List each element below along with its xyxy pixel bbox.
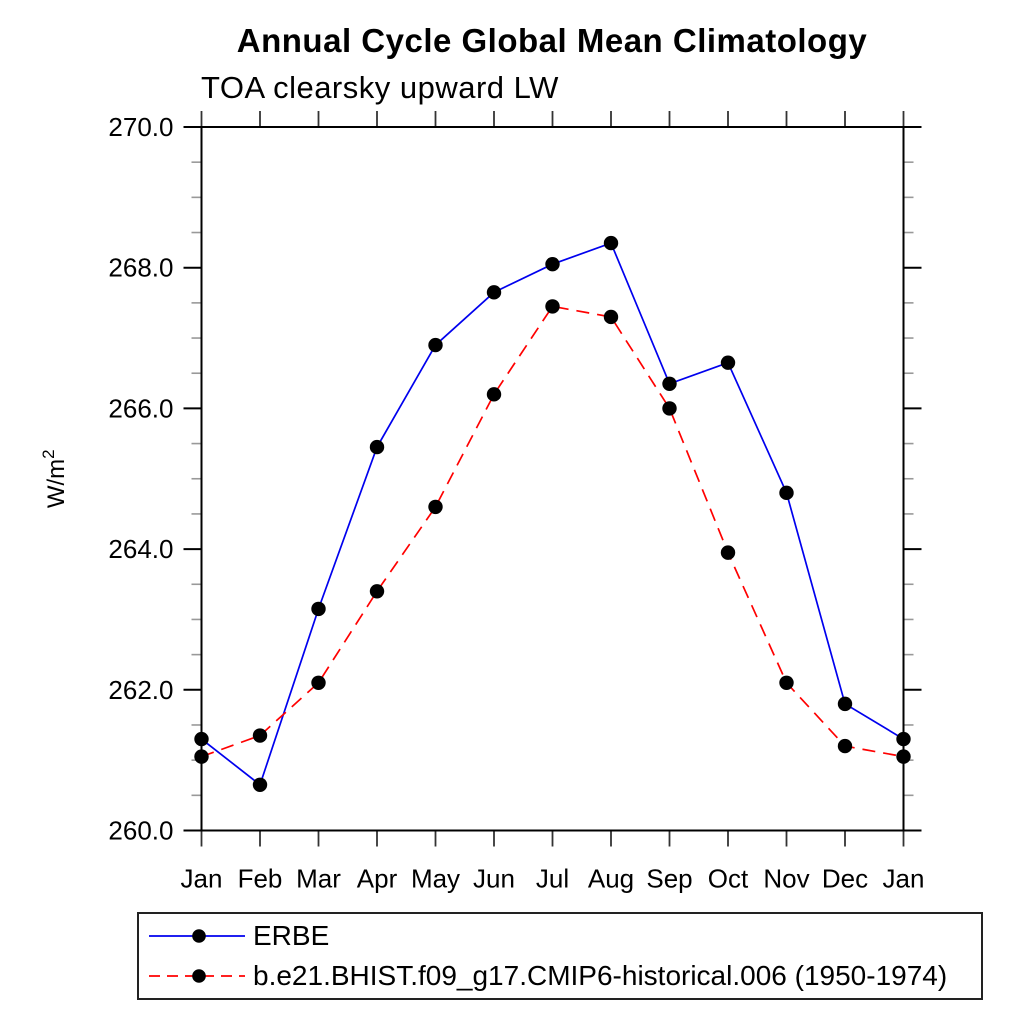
x-axis-tick-label: Dec [822,864,868,894]
data-point-marker [720,545,736,560]
chart-legend: ERBE b.e21.BHIST.f09_g17.CMIP6-historica… [137,912,983,1000]
x-axis-ticks: Jan Feb Mar Apr May Jun Jul Aug Sep Oct Nov Dec Jan [181,111,925,894]
legend-row-erbe: ERBE [147,919,981,953]
y-axis-major-ticks: 260.0 262.0 264.0 266.0 268.0 270.0 [108,112,922,846]
y-axis-tick-label: 268.0 [108,253,173,283]
x-axis-tick-label: Mar [296,864,341,894]
data-point-marker [252,728,268,743]
data-point-marker [720,355,736,370]
data-point-marker [311,601,326,617]
legend-sample-model [149,968,245,983]
legend-label-model: b.e21.BHIST.f09_g17.CMIP6-historical.006… [253,959,948,991]
x-axis-tick-label: Nov [763,864,809,894]
y-axis-tick-label: 262.0 [108,675,173,705]
data-point-marker [896,731,911,747]
data-point-marker [428,337,443,353]
data-point-marker [194,749,209,764]
data-point-marker [486,387,502,402]
series-line-model [201,305,904,758]
x-axis-tick-label: Aug [588,864,634,894]
y-axis-tick-label: 264.0 [108,534,173,564]
x-axis-tick-label: Oct [708,864,749,894]
series-line-erbe [200,242,904,787]
x-axis-tick-label: Feb [238,864,283,894]
chart-subtitle: TOA clearsky upward LW [201,70,559,105]
data-point-marker [369,439,385,455]
data-point-marker [779,675,794,690]
y-axis-tick-label: 270.0 [108,112,173,142]
y-axis-tick-label: 260.0 [108,816,173,846]
data-point-marker [369,584,385,599]
legend-label-erbe: ERBE [253,920,330,952]
y-axis-tick-label: 266.0 [108,393,173,423]
x-axis-tick-label: Jan [883,864,925,894]
data-point-marker [837,738,853,754]
y-axis-minor-ticks [191,161,914,797]
data-point-marker [545,299,560,314]
data-point-marker [662,376,677,391]
series-model [194,299,911,764]
data-point-marker [896,749,911,764]
x-axis-tick-label: Jul [536,864,569,894]
data-point-marker [252,777,268,792]
x-axis-tick-label: Sep [646,864,692,894]
data-point-marker [311,675,326,690]
chart-title: Annual Cycle Global Mean Climatology [236,22,868,59]
legend-sample-erbe [149,929,245,944]
y-axis-title: W/m2 [39,449,70,508]
data-point-marker [545,256,560,272]
data-point-marker [428,499,443,515]
x-axis-tick-label: Jan [181,864,223,894]
legend-marker-icon [192,929,206,944]
legend-row-model: b.e21.BHIST.f09_g17.CMIP6-historical.006… [147,959,981,993]
x-axis-tick-label: May [411,864,460,894]
data-point-marker [603,235,619,251]
data-point-marker [603,309,619,325]
data-point-marker [837,696,853,712]
data-point-marker [486,285,502,300]
plot-border [200,126,905,832]
series-erbe [194,235,911,792]
data-point-marker [662,401,677,416]
x-axis-tick-label: Apr [357,864,398,894]
x-axis-tick-label: Jun [473,864,515,894]
data-point-marker [779,485,794,501]
legend-marker-icon [192,968,206,983]
data-point-marker [194,731,209,747]
